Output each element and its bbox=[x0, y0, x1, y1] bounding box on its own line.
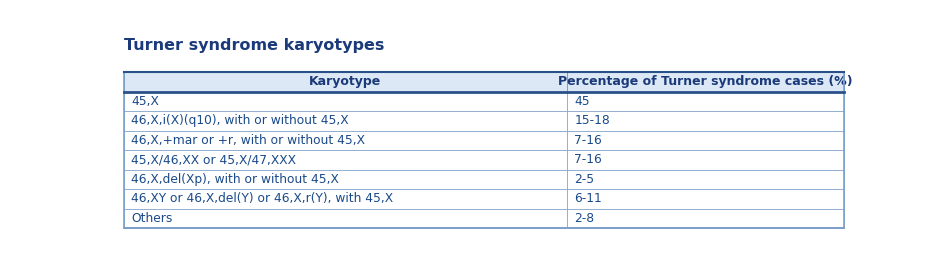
Text: Others: Others bbox=[131, 212, 173, 225]
Bar bbox=[124, 189, 567, 209]
Bar bbox=[567, 150, 845, 170]
Text: 46,X,i(X)(q10), with or without 45,X: 46,X,i(X)(q10), with or without 45,X bbox=[131, 114, 348, 127]
Bar bbox=[124, 72, 567, 92]
Text: Turner syndrome karyotypes: Turner syndrome karyotypes bbox=[124, 38, 384, 53]
Text: 2-5: 2-5 bbox=[574, 173, 595, 186]
Bar bbox=[124, 150, 567, 170]
Bar bbox=[567, 189, 845, 209]
Text: Karyotype: Karyotype bbox=[310, 75, 381, 88]
Text: 7-16: 7-16 bbox=[574, 134, 602, 147]
Text: 46,X,+mar or +r, with or without 45,X: 46,X,+mar or +r, with or without 45,X bbox=[131, 134, 365, 147]
Text: 46,X,del(Xp), with or without 45,X: 46,X,del(Xp), with or without 45,X bbox=[131, 173, 339, 186]
Text: 2-8: 2-8 bbox=[574, 212, 595, 225]
Text: 15-18: 15-18 bbox=[574, 114, 610, 127]
Bar bbox=[124, 170, 567, 189]
Text: 6-11: 6-11 bbox=[574, 192, 602, 205]
Bar bbox=[124, 209, 567, 228]
Bar bbox=[567, 130, 845, 150]
Bar bbox=[567, 92, 845, 111]
Bar bbox=[567, 111, 845, 130]
Bar bbox=[567, 170, 845, 189]
Bar bbox=[567, 209, 845, 228]
Text: 46,XY or 46,X,del(Y) or 46,X,r(Y), with 45,X: 46,XY or 46,X,del(Y) or 46,X,r(Y), with … bbox=[131, 192, 394, 205]
Bar bbox=[124, 72, 845, 228]
Text: 45,X/46,XX or 45,X/47,XXX: 45,X/46,XX or 45,X/47,XXX bbox=[131, 153, 296, 166]
Bar bbox=[567, 72, 845, 92]
Text: 7-16: 7-16 bbox=[574, 153, 602, 166]
Text: 45: 45 bbox=[574, 95, 590, 108]
Bar bbox=[124, 92, 567, 111]
Text: 45,X: 45,X bbox=[131, 95, 159, 108]
Text: Percentage of Turner syndrome cases (%): Percentage of Turner syndrome cases (%) bbox=[559, 75, 853, 88]
Bar bbox=[124, 111, 567, 130]
Bar bbox=[124, 130, 567, 150]
